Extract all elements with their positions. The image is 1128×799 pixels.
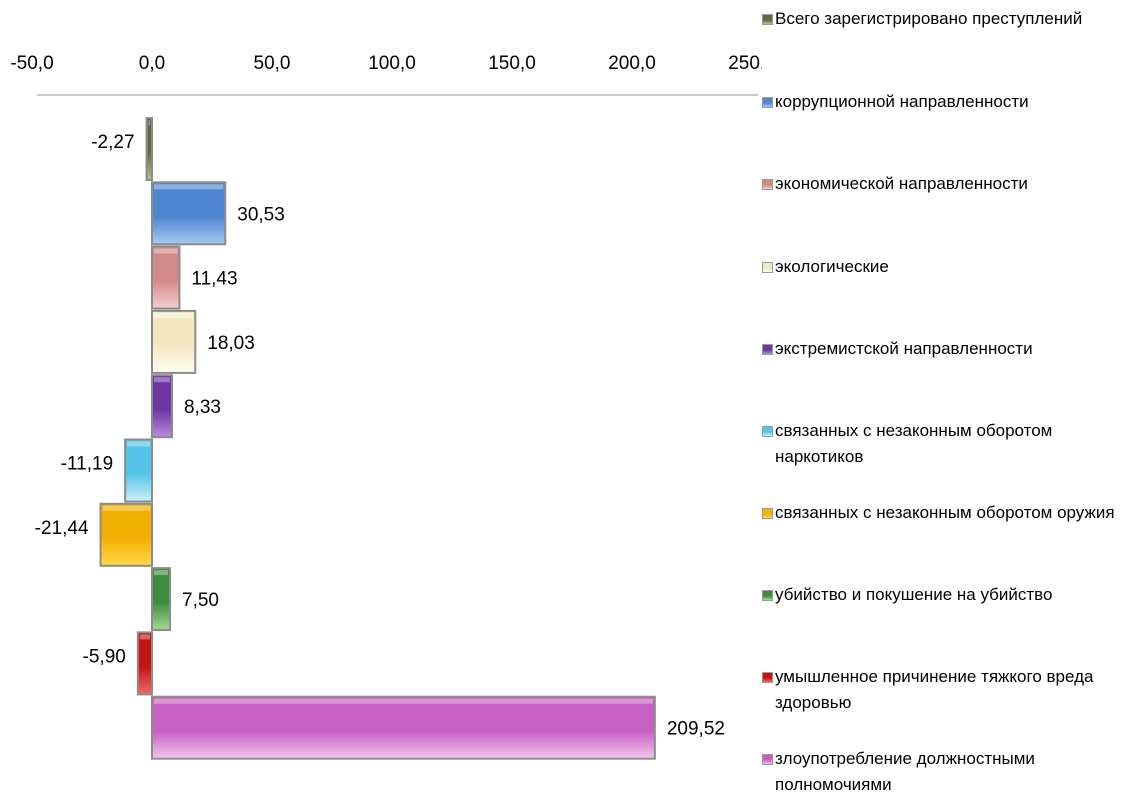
bar — [99, 502, 153, 567]
legend-swatch — [762, 97, 773, 108]
data-label: -2,27 — [91, 132, 134, 153]
bar — [151, 695, 656, 760]
x-tick-label: -50,0 — [10, 53, 53, 74]
bar-highlight — [154, 312, 194, 318]
data-label: -21,44 — [35, 518, 89, 539]
bar-highlight — [154, 570, 168, 576]
data-label: 30,53 — [237, 204, 285, 225]
bar — [124, 438, 153, 503]
bar — [151, 567, 171, 632]
bar — [136, 631, 153, 696]
legend-swatch — [762, 508, 773, 519]
bar-highlight — [127, 441, 150, 447]
legend-label: коррупционной направленности — [775, 92, 1029, 111]
bar — [151, 181, 227, 246]
bar-highlight — [148, 120, 150, 125]
x-tick-label: 200,0 — [608, 53, 656, 74]
legend-label: связанных с незаконным оборотом оружия — [775, 503, 1115, 522]
legend-swatch — [762, 672, 773, 683]
legend-swatch — [762, 344, 773, 355]
bar-highlight — [139, 634, 150, 640]
data-label: -11,19 — [61, 454, 113, 475]
x-tick-label: 0,0 — [139, 53, 165, 74]
x-tick-label: 50,0 — [254, 53, 291, 74]
legend-swatch — [762, 14, 773, 25]
legend-item: экологические — [762, 254, 1126, 280]
legend: Всего зарегистрировано преступлений корру… — [762, 0, 1128, 799]
legend-item: коррупционной направленности — [762, 89, 1126, 115]
x-tick-label: 250,0 — [728, 53, 762, 74]
x-axis-ticks: -50,0 0,0 50,0 100,0 150,0 200,0 250,0 — [10, 53, 762, 74]
bars — [99, 117, 656, 760]
bar-chart: -50,0 0,0 50,0 100,0 150,0 200,0 250,0 -2,27 30… — [10, 53, 762, 760]
legend-item: связанных с незаконным оборотом наркотик… — [762, 418, 1126, 470]
legend-swatch — [762, 262, 773, 273]
legend-item: Всего зарегистрировано преступлений — [762, 6, 1126, 32]
bar — [151, 374, 173, 439]
legend-item: убийство и покушение на убийство — [762, 582, 1126, 608]
bar-highlight — [102, 505, 150, 511]
legend-swatch — [762, 179, 773, 190]
legend-swatch — [762, 590, 773, 601]
bar — [145, 117, 154, 181]
legend-label: убийство и покушение на убийство — [775, 585, 1053, 604]
data-label: 7,50 — [182, 590, 219, 611]
bar-highlight — [154, 248, 178, 254]
legend-label: Всего зарегистрировано преступлений — [775, 9, 1083, 28]
bar — [151, 245, 181, 310]
legend-label: экологические — [775, 257, 889, 276]
legend-swatch — [762, 426, 773, 437]
legend-label: злоупотребление должностными полномочиям… — [775, 749, 1035, 794]
legend-item: связанных с незаконным оборотом оружия — [762, 500, 1126, 526]
data-label: 11,43 — [191, 269, 237, 290]
bar-highlight — [154, 184, 224, 190]
legend-label: связанных с незаконным оборотом наркотик… — [775, 421, 1053, 466]
bar — [151, 309, 197, 374]
x-tick-label: 150,0 — [488, 53, 536, 74]
legend-item: умышленное причинение тяжкого вреда здор… — [762, 664, 1126, 716]
legend-swatch — [762, 754, 773, 765]
legend-label: экстремистской направленности — [775, 339, 1033, 358]
legend-item: экстремистской направленности — [762, 336, 1126, 362]
legend-item: экономической направленности — [762, 171, 1126, 197]
data-label: -5,90 — [83, 646, 126, 667]
legend-item: злоупотребление должностными полномочиям… — [762, 746, 1126, 798]
data-labels: -2,27 30,53 11,43 18,03 8,33 -11,19 -21,44 7,50… — [35, 132, 725, 740]
x-tick-label: 100,0 — [368, 53, 416, 74]
data-label: 8,33 — [184, 397, 221, 418]
legend-label: экономической направленности — [775, 174, 1028, 193]
bar-highlight — [154, 377, 170, 383]
data-label: 18,03 — [207, 333, 255, 354]
legend-label: умышленное причинение тяжкого вреда здор… — [775, 667, 1094, 712]
data-label: 209,52 — [667, 719, 725, 740]
bar-highlight — [154, 698, 653, 704]
